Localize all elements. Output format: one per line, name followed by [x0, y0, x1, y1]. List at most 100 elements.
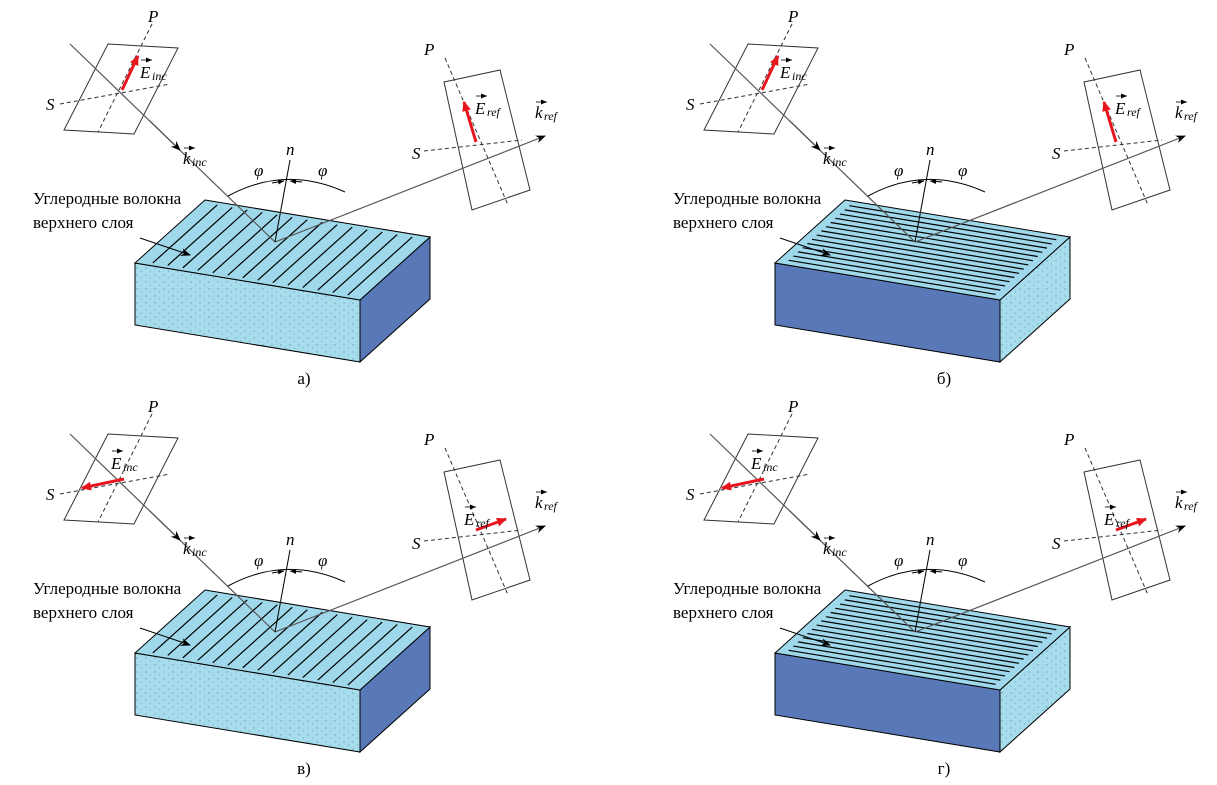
p-axis-inc: [97, 413, 153, 523]
p-label-inc: P: [787, 397, 798, 416]
p-axis-ref: [444, 447, 509, 596]
p-label-ref: P: [1063, 40, 1074, 59]
k-inc-label: k: [823, 149, 831, 168]
fiber: [152, 204, 218, 264]
box-top-face: [133, 199, 432, 301]
material-label-line1: Углеродные волокна: [673, 189, 822, 208]
fiber: [811, 238, 1020, 274]
k-ref-sub: ref: [544, 499, 559, 513]
e-ref-vector: [1115, 517, 1147, 532]
s-axis-ref: [1063, 529, 1163, 542]
p-axis-inc: [737, 413, 793, 523]
fiber: [332, 624, 398, 683]
material-label-line2: верхнего слоя: [673, 603, 774, 622]
fiber: [242, 219, 308, 279]
e-ref-sub: ref: [1127, 105, 1142, 119]
s-label-inc: S: [46, 485, 55, 504]
fiber: [844, 209, 1052, 245]
fiber: [287, 616, 353, 676]
p-axis-ref: [1084, 447, 1149, 596]
s-label-inc: S: [46, 95, 55, 114]
fiber: [816, 234, 1024, 270]
reflection-plane: [1083, 459, 1171, 601]
fiber: [272, 614, 338, 674]
fiber: [788, 259, 996, 295]
s-axis-inc: [699, 83, 811, 105]
material-label-line2: верхнего слоя: [673, 213, 774, 232]
k-inc-sub: inc: [192, 155, 207, 169]
fiber: [182, 599, 248, 659]
s-axis-inc: [59, 473, 171, 495]
reflection-plane: [443, 69, 531, 211]
k-inc-label: k: [183, 149, 191, 168]
box-top-face: [133, 589, 432, 691]
e-ref-sub: ref: [487, 105, 502, 119]
fiber: [182, 209, 248, 269]
fiber: [287, 226, 353, 286]
panel-caption: г): [938, 759, 951, 778]
k-inc-arrow: [789, 120, 821, 151]
e-ref-label: E: [474, 99, 486, 118]
s-label-inc: S: [686, 95, 695, 114]
p-label-inc: P: [787, 7, 798, 26]
fiber: [152, 594, 218, 654]
normal: [914, 159, 931, 243]
s-axis-inc: [59, 83, 171, 105]
fiber: [167, 597, 233, 656]
k-inc-arrow: [789, 510, 821, 541]
n-label: n: [926, 140, 935, 159]
fiber: [212, 604, 278, 664]
e-inc-vector: [721, 477, 765, 491]
fiber: [807, 242, 1015, 279]
fiber: [821, 230, 1029, 266]
material-label-line2: верхнего слоя: [33, 603, 134, 622]
p-axis-ref: [444, 57, 509, 206]
phi-label-inc: φ: [254, 551, 263, 570]
e-ref-label: E: [1103, 510, 1115, 529]
incidence-plane: [63, 43, 179, 135]
fiber: [844, 599, 1052, 635]
e-inc-label: E: [750, 454, 762, 473]
fiber: [302, 229, 368, 289]
material-label-line2: верхнего слоя: [33, 213, 134, 232]
fiber: [257, 221, 323, 281]
e-ref-label: E: [463, 510, 475, 529]
angle-tick-r: [289, 179, 303, 184]
fiber: [227, 216, 293, 276]
reflected-ray: [914, 525, 1186, 633]
k-ref-label: k: [1175, 103, 1183, 122]
s-label-ref: S: [412, 144, 421, 163]
fiber: [788, 649, 996, 685]
e-ref-sub: ref: [1116, 516, 1131, 530]
angle-tick-l: [271, 179, 285, 185]
phi-label-ref: φ: [318, 161, 327, 180]
fiber: [825, 226, 1034, 262]
e-ref-vector: [475, 517, 507, 532]
s-axis-ref: [1063, 139, 1163, 152]
p-axis-inc: [97, 23, 153, 133]
s-label-ref: S: [1052, 144, 1061, 163]
angle-tick-l: [911, 569, 925, 575]
panel-caption: б): [937, 369, 951, 388]
fiber: [317, 621, 383, 681]
e-inc-sub: inc: [763, 460, 778, 474]
p-label-inc: P: [147, 7, 158, 26]
fiber: [835, 217, 1043, 253]
fiber: [830, 221, 1038, 258]
angle-arc: [227, 569, 346, 587]
e-inc-label: E: [110, 454, 122, 473]
incidence-plane: [703, 433, 819, 525]
k-ref-sub: ref: [544, 109, 559, 123]
fiber: [807, 632, 1015, 669]
fiber: [793, 255, 1001, 291]
reflected-ray: [274, 135, 546, 243]
phi-label-ref: φ: [958, 161, 967, 180]
material-label-line1: Углеродные волокна: [33, 189, 182, 208]
s-axis-ref: [423, 139, 523, 152]
s-label-inc: S: [686, 485, 695, 504]
s-axis-inc: [699, 473, 811, 495]
fiber: [242, 609, 308, 669]
